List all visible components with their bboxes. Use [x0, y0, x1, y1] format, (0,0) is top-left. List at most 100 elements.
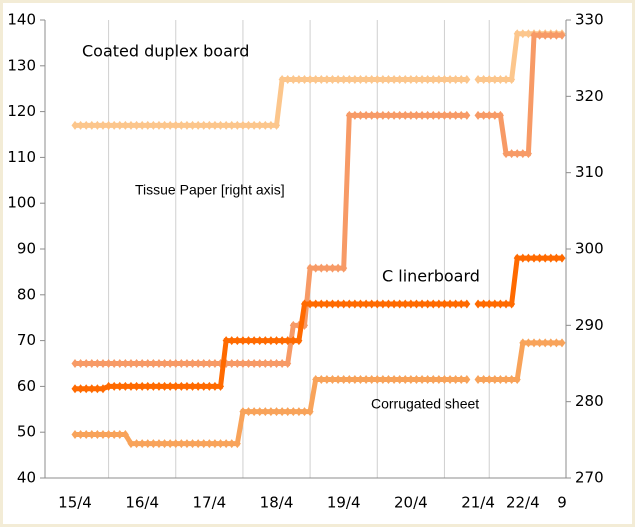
- point-marker: [110, 381, 118, 391]
- point-marker: [396, 75, 404, 85]
- point-marker: [256, 407, 264, 417]
- point-marker: [418, 299, 426, 309]
- y-tick-label: 70: [17, 331, 36, 349]
- point-marker: [278, 336, 286, 346]
- point-marker: [334, 299, 342, 309]
- point-marker: [149, 439, 157, 449]
- point-marker: [250, 336, 258, 346]
- point-marker: [463, 75, 471, 85]
- y-tick-label: 50: [17, 423, 36, 441]
- point-marker: [155, 439, 163, 449]
- point-marker: [121, 381, 129, 391]
- point-marker: [379, 375, 387, 385]
- point-marker: [536, 338, 544, 348]
- point-marker: [105, 429, 113, 439]
- point-marker: [88, 120, 96, 130]
- point-marker: [390, 110, 398, 120]
- point-marker: [312, 375, 320, 385]
- point-marker: [228, 359, 236, 368]
- point-marker: [228, 120, 236, 130]
- point-marker: [211, 439, 219, 449]
- point-marker: [233, 359, 241, 368]
- point-marker: [446, 375, 454, 385]
- point-marker: [334, 263, 342, 273]
- point-marker: [239, 336, 247, 346]
- point-marker: [273, 336, 281, 346]
- point-marker: [189, 381, 197, 391]
- point-marker: [217, 381, 225, 391]
- point-marker: [133, 359, 141, 368]
- point-marker: [401, 375, 409, 385]
- point-marker: [491, 375, 499, 385]
- point-marker: [245, 407, 253, 417]
- point-marker: [278, 359, 286, 368]
- point-marker: [261, 359, 269, 368]
- point-marker: [233, 120, 241, 130]
- point-marker: [105, 381, 113, 391]
- point-marker: [301, 299, 309, 309]
- point-marker: [306, 75, 314, 85]
- point-marker: [435, 75, 443, 85]
- point-marker: [480, 299, 488, 309]
- point-marker: [284, 407, 292, 417]
- point-marker: [105, 120, 113, 130]
- point-marker: [233, 439, 241, 449]
- point-marker: [519, 338, 527, 348]
- point-marker: [429, 110, 437, 120]
- point-marker: [407, 299, 415, 309]
- point-marker: [345, 110, 353, 120]
- point-marker: [390, 299, 398, 309]
- point-marker: [93, 384, 101, 394]
- point-marker: [289, 407, 297, 417]
- point-marker: [418, 75, 426, 85]
- point-marker: [161, 120, 169, 130]
- series-label: C linerboard: [382, 267, 480, 286]
- point-marker: [362, 375, 370, 385]
- point-marker: [217, 120, 225, 130]
- point-marker: [384, 75, 392, 85]
- y2-tick-label: 310: [575, 163, 604, 181]
- point-marker: [71, 120, 79, 130]
- point-marker: [127, 381, 135, 391]
- point-marker: [474, 375, 482, 385]
- point-marker: [558, 30, 566, 40]
- point-marker: [189, 439, 197, 449]
- point-marker: [457, 299, 465, 309]
- point-marker: [373, 75, 381, 85]
- point-marker: [362, 110, 370, 120]
- point-marker: [312, 299, 320, 309]
- point-marker: [250, 359, 258, 368]
- point-marker: [379, 75, 387, 85]
- point-marker: [340, 263, 348, 273]
- point-marker: [183, 381, 191, 391]
- point-marker: [273, 120, 281, 130]
- point-marker: [138, 120, 146, 130]
- point-marker: [446, 110, 454, 120]
- point-marker: [245, 120, 253, 130]
- point-marker: [480, 110, 488, 120]
- point-marker: [513, 149, 521, 159]
- point-marker: [502, 375, 510, 385]
- point-marker: [155, 381, 163, 391]
- point-marker: [194, 439, 202, 449]
- x-tick-label: 19/4: [327, 494, 361, 512]
- point-marker: [256, 359, 264, 368]
- point-marker: [452, 375, 460, 385]
- point-marker: [351, 299, 359, 309]
- point-marker: [463, 299, 471, 309]
- point-marker: [306, 263, 314, 273]
- point-marker: [519, 253, 527, 263]
- x-tick-label: 17/4: [193, 494, 227, 512]
- point-marker: [149, 381, 157, 391]
- point-marker: [133, 381, 141, 391]
- point-marker: [429, 375, 437, 385]
- y-tick-label: 120: [7, 102, 36, 120]
- point-marker: [362, 75, 370, 85]
- point-marker: [457, 75, 465, 85]
- point-marker: [161, 439, 169, 449]
- point-marker: [457, 375, 465, 385]
- point-marker: [205, 381, 213, 391]
- point-marker: [418, 110, 426, 120]
- point-marker: [368, 110, 376, 120]
- y2-tick-label: 280: [575, 392, 604, 410]
